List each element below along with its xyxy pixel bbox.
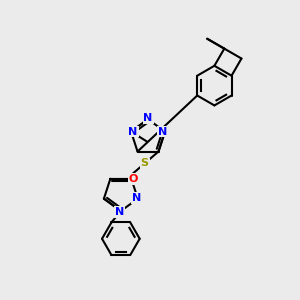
Text: S: S (141, 158, 148, 168)
Text: O: O (129, 174, 138, 184)
Text: N: N (143, 113, 153, 123)
Text: N: N (132, 193, 141, 203)
Text: N: N (158, 127, 168, 136)
Text: N: N (115, 207, 124, 217)
Text: N: N (128, 127, 138, 136)
